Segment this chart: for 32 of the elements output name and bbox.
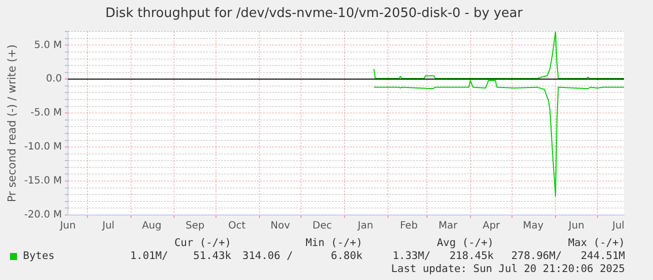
- text: Min (-/+): [304, 237, 362, 249]
- x-tick-label: Jul: [611, 220, 624, 232]
- x-tick-label: Jun: [59, 220, 76, 232]
- text: 314.06 / 6.80k: [241, 250, 362, 262]
- y-tick-label: -5.0 M: [30, 108, 62, 119]
- y-tick-label: -10.0 M: [24, 142, 62, 153]
- text: Max (-/+): [567, 237, 625, 249]
- y-tick-label: -15.0 M: [24, 176, 62, 187]
- x-tick-label: Apr: [482, 220, 501, 232]
- x-tick-label: Sep: [186, 220, 204, 232]
- x-tick-label: Aug: [142, 220, 162, 232]
- y-tick-label: -20.0 M: [24, 210, 62, 221]
- y-tick-label: 0.0: [46, 74, 62, 85]
- text: 278.96M/ 244.51M: [510, 250, 625, 262]
- x-tick-label: Oct: [228, 220, 246, 232]
- x-tick-label: Nov: [270, 220, 290, 232]
- x-tick-label: Dec: [312, 220, 332, 232]
- legend-label: Bytes: [22, 250, 55, 262]
- x-tick-label: Mar: [438, 220, 458, 232]
- x-tick-label: Jul: [101, 220, 114, 232]
- y-tick-label: 5.0 M: [34, 40, 62, 51]
- x-tick-label: Jan: [356, 220, 374, 232]
- x-tick-label: May: [522, 220, 544, 232]
- text: Last update: Sun Jul 20 21:20:06 2025: [390, 263, 625, 275]
- x-tick-label: Feb: [400, 220, 418, 232]
- chart-title: Disk throughput for /dev/vds-nvme-10/vm-2050-disk-0 - by year: [105, 6, 524, 22]
- x-tick-label: Jun: [568, 220, 584, 232]
- y-axis-title: Pr second read (-) / write (+): [5, 44, 18, 202]
- text: 1.33M/ 218.45k: [392, 250, 494, 262]
- text: Cur (-/+): [173, 237, 232, 249]
- text: Avg (-/+): [436, 237, 494, 249]
- text: 1.01M/ 51.43k: [129, 250, 232, 262]
